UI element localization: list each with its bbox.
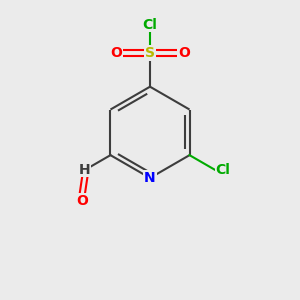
Text: N: N [144,171,156,185]
Text: H: H [79,163,91,177]
Text: Cl: Cl [142,18,158,32]
Text: S: S [145,46,155,60]
Text: O: O [178,46,190,60]
Text: Cl: Cl [215,163,230,177]
Text: O: O [76,194,88,208]
Text: O: O [110,46,122,60]
